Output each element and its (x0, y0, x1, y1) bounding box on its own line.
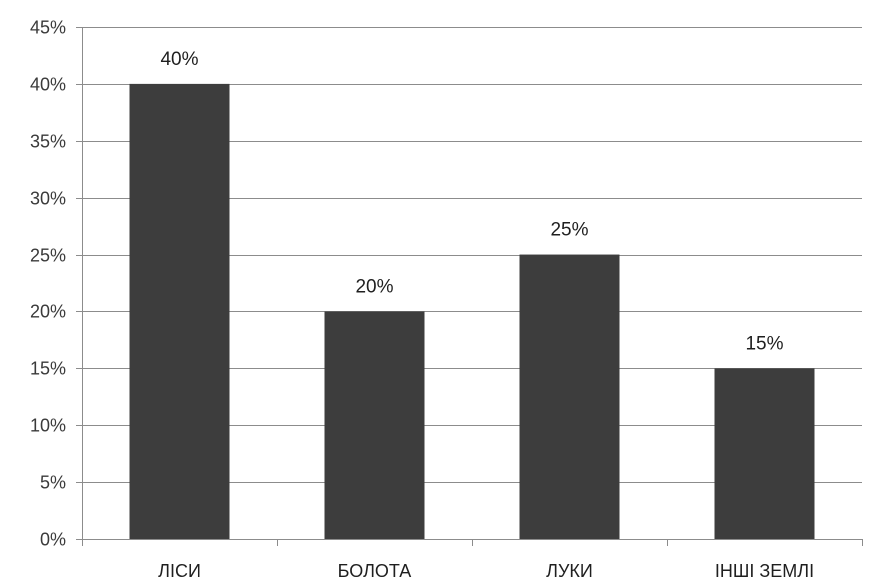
y-tick-label: 35% (30, 132, 66, 152)
y-tick-label: 5% (40, 473, 66, 493)
category-label: ЛІСИ (158, 561, 201, 581)
y-tick-label: 30% (30, 189, 66, 209)
y-tick-label: 10% (30, 416, 66, 436)
category-label: ІНШІ ЗЕМЛІ (715, 561, 814, 581)
axes (76, 27, 863, 546)
bar (714, 368, 815, 539)
labels: 0% 5% 10% 15% 20% 25% 30% 35% 40% 45% 40% ЛІСИ 20% БО… (30, 18, 814, 582)
y-tick-label: 40% (30, 75, 66, 95)
data-label: 20% (355, 276, 393, 297)
bars (129, 83, 815, 540)
y-tick-label: 0% (40, 530, 66, 550)
y-tick-label: 45% (30, 18, 66, 38)
category-label: БОЛОТА (338, 561, 412, 581)
bar (324, 311, 425, 539)
y-tick-label: 15% (30, 359, 66, 379)
y-tick-label: 25% (30, 246, 66, 266)
data-label: 15% (745, 333, 783, 354)
y-tick-label: 20% (30, 302, 66, 322)
data-label: 25% (550, 220, 588, 241)
bar (129, 83, 230, 539)
category-label: ЛУКИ (546, 561, 593, 581)
data-label: 40% (160, 49, 198, 70)
bar (519, 254, 620, 540)
